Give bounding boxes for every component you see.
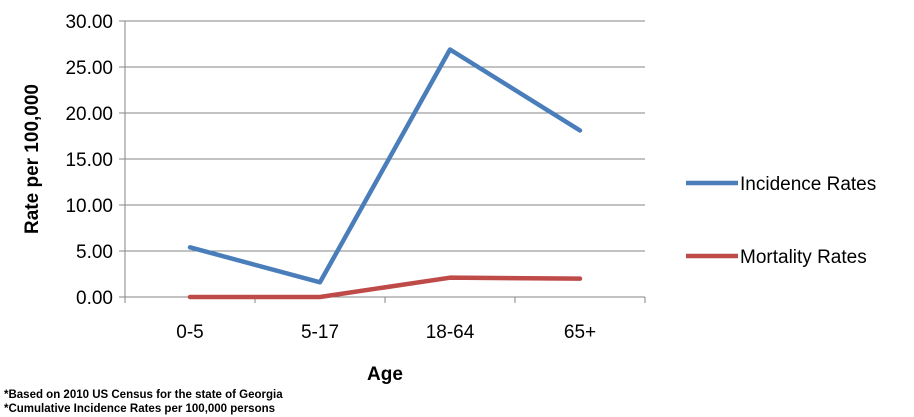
x-tick-label: 5-17 — [301, 322, 339, 343]
y-tick-label: 5.00 — [76, 242, 113, 263]
legend: Incidence Rates Mortality Rates — [686, 174, 876, 268]
y-tick-label: 15.00 — [65, 150, 113, 171]
series-line — [187, 275, 583, 300]
x-tick-label: 65+ — [564, 322, 596, 343]
y-tick-label: 25.00 — [65, 58, 113, 79]
legend-label: Mortality Rates — [740, 247, 867, 268]
x-tick-labels: 0-5 5-17 18-64 65+ — [176, 322, 596, 343]
y-axis-title: Rate per 100,000 — [22, 84, 43, 234]
legend-label: Incidence Rates — [740, 174, 876, 195]
y-tick-label: 10.00 — [65, 196, 113, 217]
footnote-census: *Based on 2010 US Census for the state o… — [4, 389, 283, 401]
x-axis-title: Age — [367, 364, 403, 385]
x-tick-label: 18-64 — [426, 322, 475, 343]
series-lines — [187, 47, 583, 300]
series-line — [187, 47, 583, 285]
footnote-incidence: *Cumulative Incidence Rates per 100,000 … — [4, 403, 276, 415]
axes — [119, 20, 646, 303]
y-tick-label: 20.00 — [65, 104, 113, 125]
y-tick-label: 0.00 — [76, 288, 113, 309]
y-tick-labels: 0.00 5.00 10.00 15.00 20.00 25.00 30.00 — [65, 12, 113, 309]
x-tick-label: 0-5 — [176, 322, 203, 343]
gridlines — [125, 20, 645, 252]
y-tick-label: 30.00 — [65, 12, 113, 33]
